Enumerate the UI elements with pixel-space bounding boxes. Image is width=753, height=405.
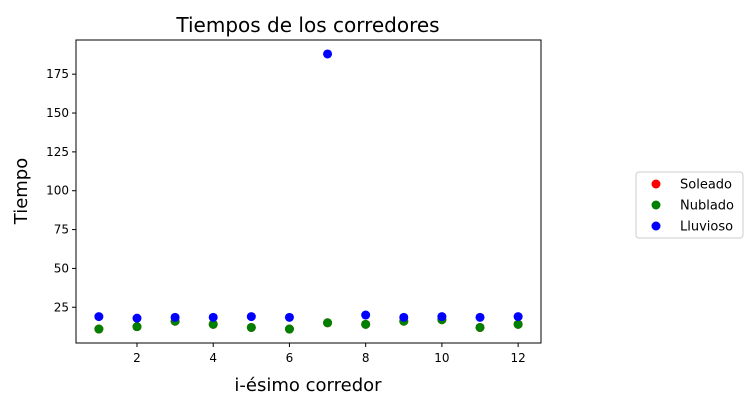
point-lluvioso [399,312,409,322]
x-tick-label: 8 [362,351,370,365]
legend-frame [635,171,744,239]
legend-marker-nublado [651,200,661,210]
point-nublado [361,319,371,329]
point-lluvioso [437,312,447,322]
point-nublado [246,322,256,332]
x-tick-label: 10 [434,351,449,365]
legend-label-soleado: Soleado [680,178,732,193]
y-tick-label: 100 [46,184,69,198]
legend-label-lluvioso: Lluvioso [680,220,733,235]
legend-marker-soleado [651,179,661,189]
y-axis-label: Tiempo [11,158,32,226]
x-tick-label: 4 [209,351,217,365]
y-tick-label: 125 [46,145,69,159]
point-nublado [475,322,485,332]
chart-title: Tiempos de los corredores [175,13,439,37]
point-lluvioso [361,310,371,320]
y-axis: 25 50 75 100 125 150 175 [46,67,76,314]
point-lluvioso [513,312,523,322]
point-lluvioso [246,312,256,322]
point-nublado [323,318,333,328]
point-lluvioso [284,312,294,322]
data-points [94,49,523,334]
point-lluvioso [170,312,180,322]
point-nublado [284,324,294,334]
point-nublado [208,319,218,329]
point-nublado [132,322,142,332]
x-tick-label: 12 [510,351,525,365]
plot-area-frame [75,39,542,344]
y-tick-label: 175 [46,67,69,81]
y-tick-label: 75 [54,223,69,237]
point-lluvioso [323,49,333,59]
point-nublado [94,324,104,334]
x-tick-label: 2 [133,351,141,365]
legend-label-nublado: Nublado [680,199,734,214]
point-lluvioso [208,312,218,322]
x-tick-label: 6 [286,351,294,365]
y-tick-label: 150 [46,106,69,120]
legend: Soleado Nublado Lluvioso [635,171,744,239]
x-axis-label: i-ésimo corredor [234,375,382,396]
x-axis: 2 4 6 8 10 12 [133,343,526,365]
point-lluvioso [132,313,142,323]
point-lluvioso [475,312,485,322]
y-tick-label: 25 [54,300,69,314]
point-lluvioso [94,312,104,322]
legend-marker-lluvioso [651,221,661,231]
point-nublado [513,319,523,329]
y-tick-label: 50 [54,261,69,275]
